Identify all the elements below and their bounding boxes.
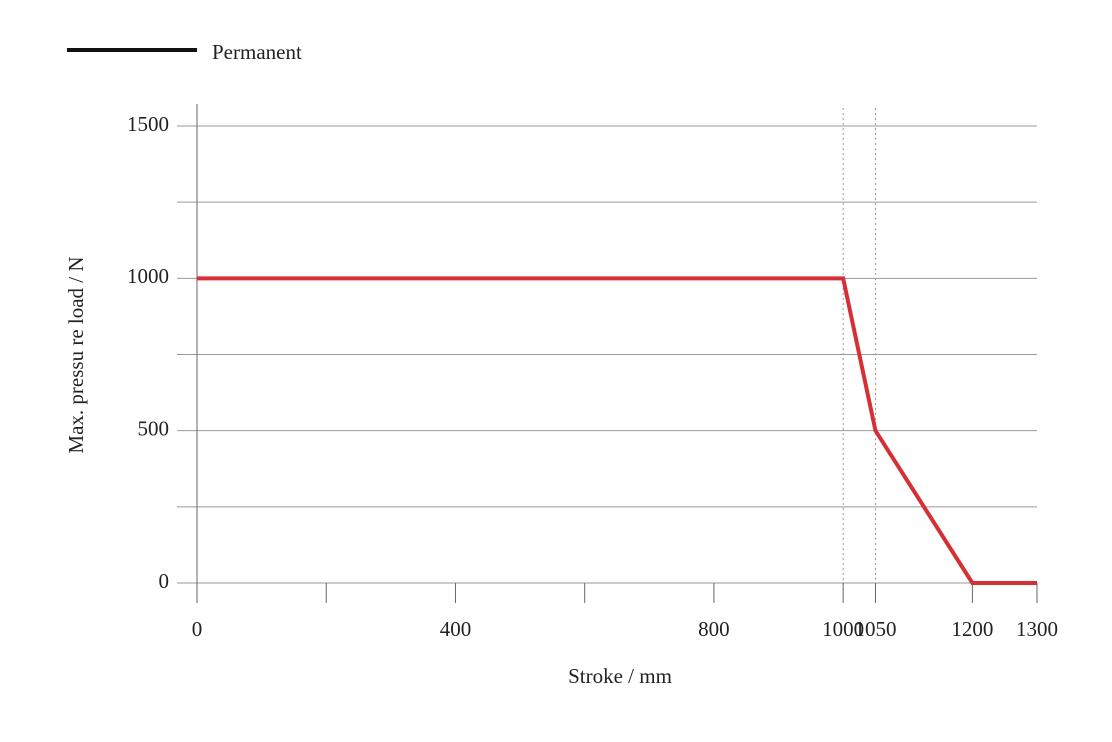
y-axis-label: Max. pressu re load / N xyxy=(64,256,88,453)
y-tick-label: 500 xyxy=(138,416,170,440)
x-tick-label: 1050 xyxy=(854,617,896,641)
x-tick-label: 800 xyxy=(698,617,730,641)
x-tick-label: 400 xyxy=(440,617,472,641)
y-tick-label: 0 xyxy=(159,569,170,593)
legend-label: Permanent xyxy=(212,40,302,64)
x-tick-label: 0 xyxy=(192,617,203,641)
data-line xyxy=(197,276,1037,585)
y-tick-label: 1500 xyxy=(127,112,169,136)
x-tick-label: 1200 xyxy=(951,617,993,641)
y-tick-label: 1000 xyxy=(127,264,169,288)
x-tick-label: 1300 xyxy=(1016,617,1058,641)
x-axis-label: Stroke / mm xyxy=(568,664,672,688)
x-tick-label: 1000 xyxy=(822,617,864,641)
